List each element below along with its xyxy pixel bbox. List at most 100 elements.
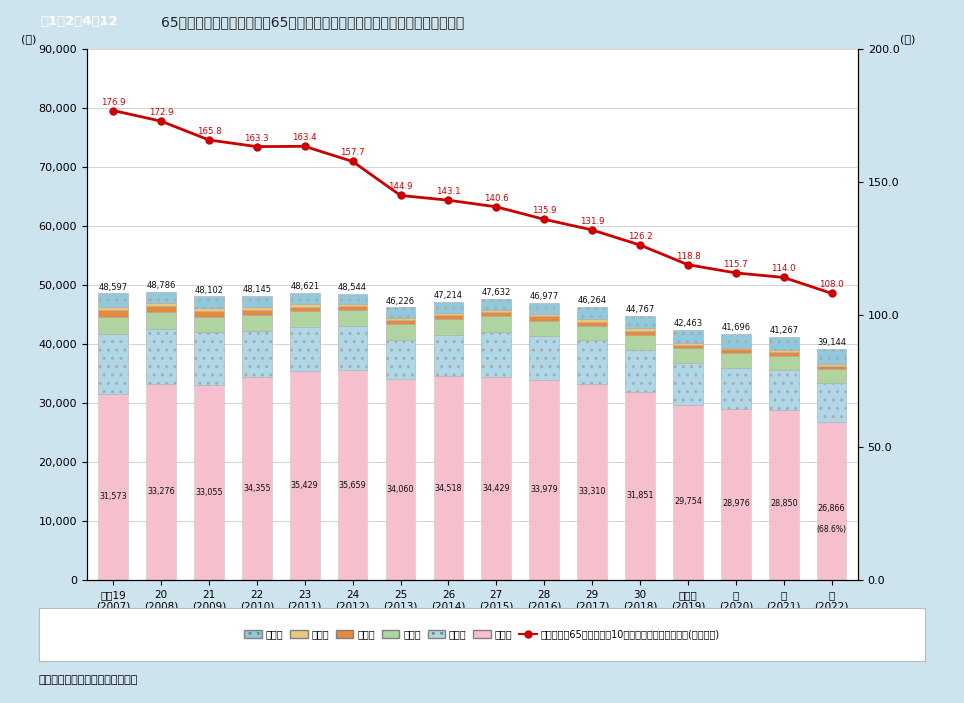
Bar: [147, 306, 175, 312]
Bar: [673, 363, 703, 404]
Bar: [817, 349, 846, 364]
Text: 35,659: 35,659: [338, 481, 366, 490]
Bar: [529, 314, 559, 316]
Bar: [577, 340, 607, 384]
Bar: [769, 410, 798, 580]
Text: 41,267: 41,267: [769, 325, 798, 335]
Text: 172.9: 172.9: [148, 108, 174, 117]
Bar: [290, 371, 319, 580]
Bar: [769, 370, 798, 410]
Bar: [721, 334, 751, 347]
Bar: [290, 327, 319, 371]
Bar: [434, 314, 464, 315]
Bar: [626, 328, 655, 331]
Text: 143.1: 143.1: [436, 187, 461, 196]
Bar: [769, 350, 798, 352]
Bar: [481, 310, 511, 312]
Bar: [337, 326, 367, 370]
Text: 48,597: 48,597: [98, 283, 127, 292]
Bar: [577, 319, 607, 321]
Text: 33,276: 33,276: [147, 487, 174, 496]
Bar: [434, 302, 464, 314]
Text: 図1－2－4－12: 図1－2－4－12: [40, 15, 119, 28]
Bar: [673, 344, 703, 349]
Bar: [194, 311, 224, 316]
Bar: [721, 353, 751, 368]
Bar: [386, 307, 415, 318]
Bar: [577, 321, 607, 325]
Bar: [194, 332, 224, 385]
Text: 31,851: 31,851: [627, 491, 654, 500]
Bar: [626, 331, 655, 335]
Bar: [434, 315, 464, 319]
Bar: [721, 347, 751, 349]
Bar: [529, 321, 559, 336]
Bar: [290, 293, 319, 304]
Bar: [673, 330, 703, 342]
Bar: [481, 316, 511, 332]
Text: 163.4: 163.4: [292, 134, 317, 143]
Text: 46,264: 46,264: [577, 297, 606, 305]
Text: 41,696: 41,696: [721, 323, 750, 333]
Text: 26,866: 26,866: [817, 504, 845, 513]
Bar: [290, 304, 319, 307]
Bar: [242, 307, 272, 310]
Bar: [242, 331, 272, 378]
Bar: [386, 320, 415, 324]
Bar: [817, 382, 846, 422]
Bar: [290, 307, 319, 311]
Text: 48,544: 48,544: [338, 283, 367, 292]
Bar: [98, 307, 128, 310]
Bar: [817, 369, 846, 382]
Bar: [481, 299, 511, 310]
Text: 28,976: 28,976: [722, 498, 750, 508]
Text: 144.9: 144.9: [388, 183, 413, 191]
Text: 47,214: 47,214: [434, 291, 463, 299]
Text: 42,463: 42,463: [673, 318, 703, 328]
Bar: [98, 394, 128, 580]
Text: 157.7: 157.7: [340, 148, 365, 157]
Text: 34,355: 34,355: [243, 484, 271, 494]
Bar: [626, 392, 655, 580]
Bar: [721, 368, 751, 409]
Bar: [147, 384, 175, 580]
Text: 118.8: 118.8: [676, 252, 700, 261]
Text: 46,226: 46,226: [386, 297, 415, 306]
Text: 131.9: 131.9: [580, 217, 604, 226]
Bar: [817, 364, 846, 366]
Text: 33,055: 33,055: [195, 488, 223, 497]
Bar: [337, 306, 367, 310]
Bar: [242, 296, 272, 307]
Text: 44,767: 44,767: [626, 305, 655, 314]
Bar: [673, 349, 703, 363]
Bar: [147, 312, 175, 329]
Bar: [434, 319, 464, 335]
Bar: [194, 316, 224, 332]
Text: 65歳以上の者による犯罪（65歳以上の者の包括罪種別検挙人員と犯罪者率）: 65歳以上の者による犯罪（65歳以上の者の包括罪種別検挙人員と犯罪者率）: [161, 15, 464, 29]
Bar: [673, 404, 703, 580]
Bar: [626, 335, 655, 350]
Text: 48,102: 48,102: [195, 285, 224, 295]
Bar: [98, 293, 128, 307]
Bar: [769, 352, 798, 356]
Bar: [481, 312, 511, 316]
Bar: [434, 335, 464, 376]
Text: (年): (年): [866, 633, 881, 643]
Text: 34,518: 34,518: [435, 484, 462, 493]
Text: 資料：警察庁統計より内閣府作成: 資料：警察庁統計より内閣府作成: [39, 676, 138, 685]
Text: 35,429: 35,429: [291, 482, 318, 491]
Bar: [817, 422, 846, 580]
Text: 29,754: 29,754: [674, 496, 702, 505]
Bar: [386, 379, 415, 580]
Text: 33,979: 33,979: [530, 485, 558, 494]
Text: 47,632: 47,632: [482, 288, 511, 297]
Bar: [481, 332, 511, 377]
Bar: [626, 350, 655, 392]
Text: 48,621: 48,621: [290, 283, 319, 292]
Bar: [721, 409, 751, 580]
Text: 140.6: 140.6: [484, 194, 509, 203]
Legend: その他, 風係犯, 凶悪犯, 知能犯, 粗暴犯, 窃盗犯, 犯罪者率（65歳以上人口10万人当たりの検挙人員）(右目盛り): その他, 風係犯, 凶悪犯, 知能犯, 粗暴犯, 窃盗犯, 犯罪者率（65歳以上…: [240, 626, 724, 643]
Bar: [242, 315, 272, 331]
Text: 31,573: 31,573: [99, 491, 127, 501]
Text: 33,310: 33,310: [578, 487, 605, 496]
